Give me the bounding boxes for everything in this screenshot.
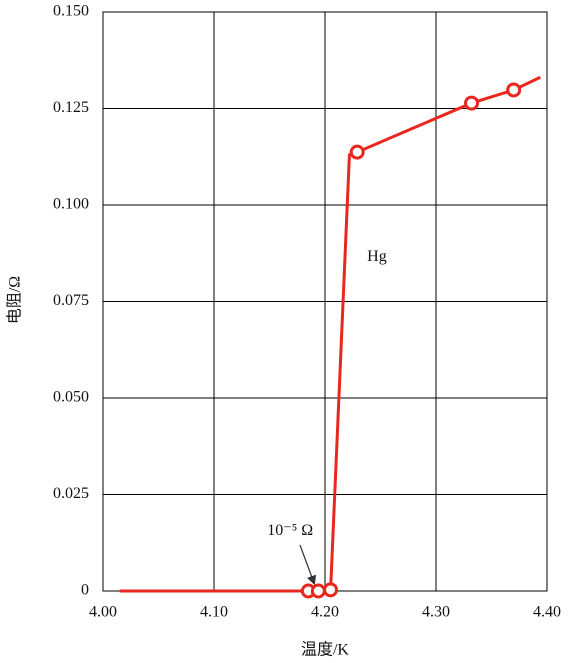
x-axis-label: 温度/K: [301, 641, 349, 659]
data-point: [323, 582, 339, 598]
data-point: [464, 95, 480, 111]
y-axis-label: 电阻/Ω: [6, 276, 24, 324]
y-tick-label: 0: [81, 582, 89, 599]
y-tick-label: 0.125: [53, 99, 89, 116]
x-tick-label: 4.40: [533, 604, 561, 621]
data-point: [349, 144, 365, 160]
data-line: [119, 75, 541, 593]
y-tick-label: 0.025: [53, 485, 89, 502]
annotation-arrow: [299, 544, 317, 586]
y-tick-label: 0.050: [53, 389, 89, 406]
y-tick-label: 0.150: [53, 3, 89, 20]
data-point: [310, 583, 326, 599]
x-tick-label: 4.30: [422, 604, 450, 621]
data-point: [506, 82, 522, 98]
y-tick-label: 0.100: [53, 196, 89, 213]
annotation: 10⁻⁵ Ω: [267, 522, 313, 539]
x-tick-label: 4.00: [89, 604, 117, 621]
y-tick-label: 0.075: [53, 292, 89, 309]
x-tick-label: 4.20: [311, 604, 339, 621]
annotation: Hg: [367, 248, 387, 265]
x-tick-label: 4.10: [200, 604, 228, 621]
